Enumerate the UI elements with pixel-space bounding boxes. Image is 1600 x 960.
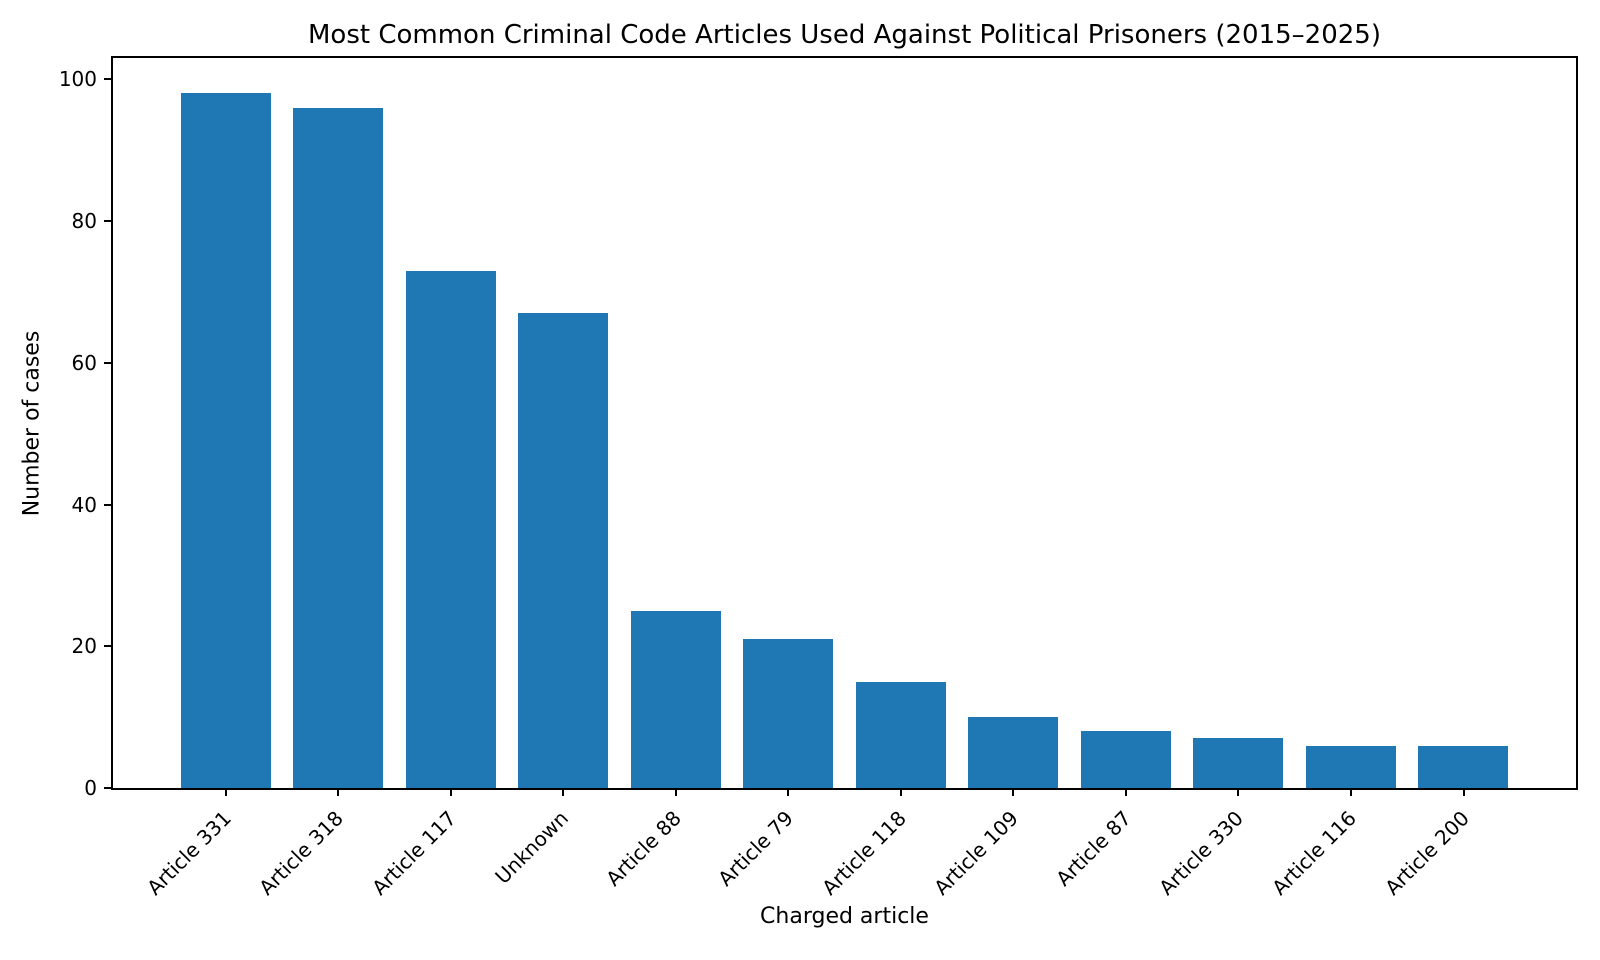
bar-article-88 [630,610,721,788]
y-axis-label: Number of cases [19,330,45,516]
x-tick-label-article-118: Article 118 [816,806,911,900]
bar-article-109 [968,717,1059,788]
bar-article-116 [1305,745,1396,788]
x-tick-label-article-200: Article 200 [1379,806,1474,900]
bar-article-118 [855,681,946,788]
plot-area [111,56,1578,790]
y-tick-label-40: 40 [71,492,97,517]
x-tick-label-unknown: Unknown [490,806,574,889]
x-tick-label-article-109: Article 109 [929,806,1024,900]
x-tick-label-article-88: Article 88 [600,806,686,891]
bar-article-79 [743,639,834,788]
bar-unknown [518,313,609,788]
x-tick-label-article-330: Article 330 [1154,806,1249,900]
y-tick-label-60: 60 [71,350,97,375]
bar-article-331 [180,93,271,788]
y-tick-label-0: 0 [84,776,97,800]
y-tick-label-20: 20 [71,634,97,659]
bar-article-200 [1418,745,1509,788]
bar-article-318 [293,107,384,788]
x-tick-label-article-79: Article 79 [713,806,799,891]
x-tick-label-article-87: Article 87 [1050,806,1136,891]
y-tick-label-100: 100 [58,67,97,92]
bar-article-330 [1193,738,1284,788]
y-tick-label-80: 80 [71,209,97,233]
y-axis-label-container: Number of cases [18,58,46,788]
x-axis-label: Charged article [760,904,929,929]
x-tick-label-article-318: Article 318 [254,806,349,900]
chart-title: Most Common Criminal Code Articles Used … [308,20,1381,50]
bar-article-87 [1080,731,1171,788]
x-tick-label-article-331: Article 331 [141,806,236,900]
x-tick-label-article-117: Article 117 [366,806,461,900]
bar-article-117 [405,270,496,788]
x-tick-label-article-116: Article 116 [1267,806,1361,900]
